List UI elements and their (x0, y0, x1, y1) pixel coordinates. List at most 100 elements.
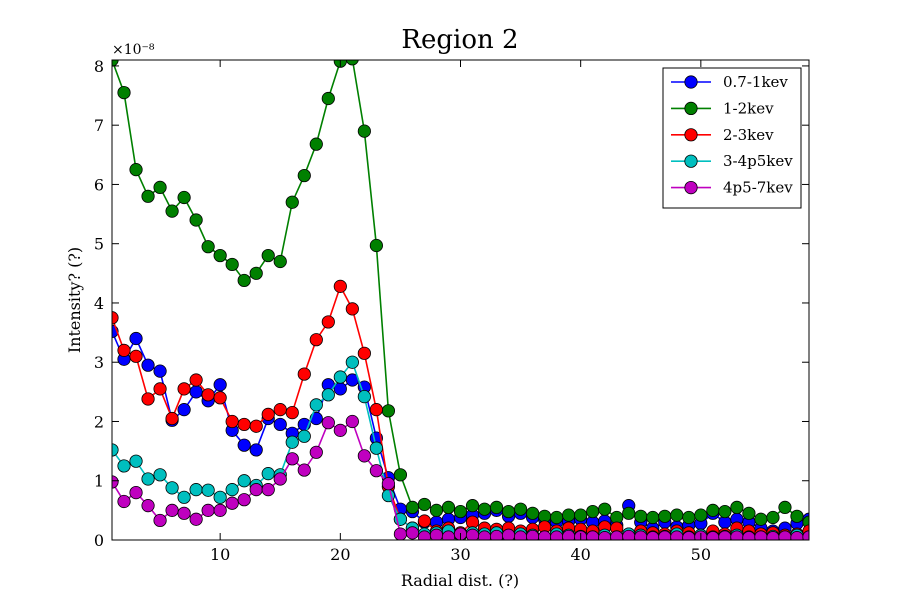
data-point (562, 508, 576, 522)
data-point (550, 530, 564, 540)
y-tick-label: 5 (94, 235, 104, 254)
data-point (117, 494, 131, 509)
data-point (177, 490, 191, 504)
data-point (189, 512, 203, 526)
data-point (622, 506, 636, 520)
data-point (393, 527, 408, 540)
data-point (369, 403, 383, 417)
data-point (117, 459, 131, 473)
data-point (237, 474, 251, 488)
data-point (141, 499, 155, 513)
data-point (309, 333, 323, 347)
data-point (285, 195, 299, 209)
data-point (309, 137, 323, 151)
data-point (586, 530, 600, 540)
data-point (622, 529, 636, 540)
y-tick-label: 4 (94, 294, 104, 313)
data-point (333, 279, 347, 293)
data-point (309, 398, 323, 412)
data-point (634, 509, 648, 523)
data-point (273, 472, 287, 486)
data-point (538, 530, 552, 540)
data-point (441, 500, 456, 515)
data-point (718, 530, 732, 540)
data-point (333, 370, 347, 384)
data-point (273, 417, 287, 432)
y-tick-label: 2 (94, 412, 104, 431)
data-point (742, 531, 756, 540)
x-tick-label: 40 (570, 545, 590, 564)
data-point (658, 530, 672, 540)
data-point (357, 346, 371, 360)
data-point (261, 248, 275, 263)
data-point (610, 530, 624, 540)
y-tick-label: 7 (94, 116, 104, 135)
data-point (526, 506, 540, 520)
data-point (718, 504, 732, 519)
data-point (321, 416, 335, 430)
data-point (285, 405, 299, 420)
data-point (225, 257, 239, 272)
data-point (730, 530, 744, 540)
data-point (141, 392, 155, 406)
data-point (225, 483, 239, 497)
axes-layer: 10 20 30 40 50 0 1 2 3 4 5 6 7 8 (94, 57, 809, 564)
data-point (213, 378, 227, 392)
data-point (790, 509, 804, 523)
plot-data-layer (112, 60, 809, 540)
legend-marker (684, 154, 698, 168)
series-4-group (112, 414, 809, 540)
data-point (562, 529, 576, 540)
data-point (345, 355, 359, 369)
data-point (201, 503, 215, 517)
y-tick-label: 3 (94, 353, 104, 372)
data-point (285, 452, 299, 466)
data-point (730, 500, 744, 515)
data-point (249, 419, 263, 433)
data-point (177, 190, 191, 205)
data-point (357, 449, 371, 463)
data-point (213, 391, 227, 405)
data-point (201, 483, 215, 497)
data-point (297, 429, 311, 443)
data-point (129, 485, 143, 500)
data-point (417, 497, 432, 512)
data-point (682, 510, 696, 525)
data-point (766, 510, 780, 525)
data-point (165, 481, 179, 495)
data-point (598, 502, 612, 516)
data-point (141, 472, 155, 486)
data-point (393, 468, 408, 482)
y-tick-label: 1 (94, 472, 104, 491)
data-point (129, 349, 143, 363)
data-point (213, 503, 227, 517)
data-point (574, 508, 588, 522)
data-point (153, 513, 167, 528)
data-point (213, 490, 227, 504)
data-point (273, 403, 287, 417)
data-point (453, 504, 468, 519)
data-point (141, 358, 155, 372)
data-point (477, 502, 492, 516)
data-point (249, 483, 263, 497)
data-point (790, 531, 804, 540)
data-point (369, 441, 383, 455)
data-point (778, 530, 792, 540)
legend-label: 3-4p5kev (723, 152, 793, 170)
data-point (369, 238, 383, 253)
data-point (237, 438, 251, 452)
data-point (694, 508, 708, 522)
series-1-group (112, 60, 809, 529)
data-point (261, 467, 275, 481)
data-point (249, 266, 263, 280)
data-point (297, 367, 311, 381)
data-point (550, 510, 564, 525)
data-point (249, 443, 263, 457)
x-axis-label: Radial dist. (?) (401, 571, 519, 590)
data-point (189, 373, 203, 387)
data-point (345, 60, 359, 66)
data-point (706, 531, 720, 540)
data-point (465, 499, 480, 513)
x-tick-label: 20 (330, 545, 350, 564)
